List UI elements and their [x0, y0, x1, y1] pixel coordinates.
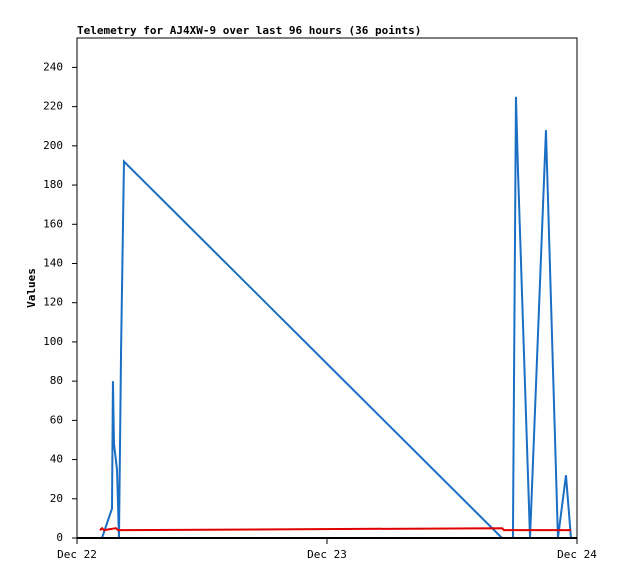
y-tick-label: 140 — [43, 256, 63, 269]
x-tick-label: Dec 24 — [557, 548, 597, 561]
y-tick-label: 180 — [43, 178, 63, 191]
y-tick-label: 160 — [43, 217, 63, 230]
x-tick-label: Dec 22 — [57, 548, 97, 561]
y-tick-label: 200 — [43, 139, 63, 152]
x-tick-label: Dec 23 — [307, 548, 347, 561]
plot-frame — [76, 37, 578, 539]
y-tick-label: 240 — [43, 60, 63, 73]
y-tick-label: 60 — [50, 413, 63, 426]
y-tick-label: 100 — [43, 335, 63, 348]
chart-title: Telemetry for AJ4XW-9 over last 96 hours… — [77, 24, 421, 37]
y-tick-label: 40 — [50, 453, 63, 466]
y-tick-label: 20 — [50, 492, 63, 505]
y-tick-label: 120 — [43, 296, 63, 309]
y-tick-label: 0 — [56, 531, 63, 544]
y-axis-label: Values — [25, 268, 38, 308]
y-tick-label: 80 — [50, 374, 63, 387]
series-line — [99, 526, 571, 532]
y-tick-label: 220 — [43, 100, 63, 113]
series-line — [101, 96, 572, 539]
